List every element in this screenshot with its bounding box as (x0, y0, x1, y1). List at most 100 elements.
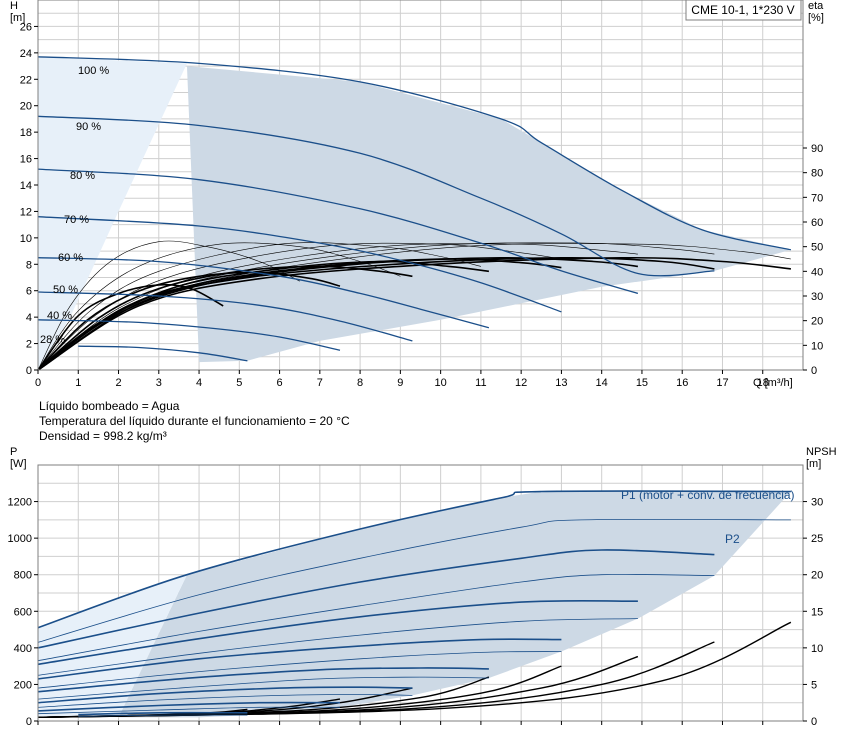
x-axis-label: Q [m³/h] (753, 377, 793, 389)
p1-power-curve-group (37, 490, 791, 716)
x-tick-label: 13 (555, 377, 567, 389)
efficiency-curve (37, 256, 791, 371)
efficiency-curve (37, 242, 562, 371)
operating-band-dark (186, 66, 791, 363)
x-tick-label: 6 (277, 377, 283, 389)
speed-curve-label: 100 % (78, 65, 109, 77)
x-tick-label: 18 (757, 377, 769, 389)
y-tick-label: 200 (14, 679, 32, 691)
y-tick-label: 0 (26, 716, 32, 728)
y-tick-label: 14 (20, 180, 32, 192)
y2-tick-label: 25 (811, 533, 823, 545)
y-axis-label: H (10, 0, 18, 12)
speed-curve (37, 56, 792, 251)
efficiency-curve (37, 258, 562, 371)
p1-power-curve (78, 711, 248, 716)
x-tick-label: 1 (75, 377, 81, 389)
y-tick-label: 2 (26, 339, 32, 351)
y2-tick-label: 70 (811, 192, 823, 204)
p1-power-curve (37, 490, 791, 629)
x-axis (37, 721, 764, 725)
operating-band-dark (118, 491, 791, 718)
y-tick-label: 8 (26, 259, 32, 271)
p1-series-label: P1 (motor + conv. de frecuencia) (621, 488, 795, 502)
speed-curve-label: 28 % (40, 334, 65, 346)
p2-power-curve (37, 573, 715, 662)
y-tick-label: 600 (14, 606, 32, 618)
y-tick-label: 26 (20, 21, 32, 33)
y-axis-label: P (10, 446, 17, 458)
p2-power-curve (37, 651, 562, 689)
fluid-info-line-3: Densidad = 998.2 kg/m³ (39, 429, 167, 443)
speed-curve-label: 50 % (53, 284, 78, 296)
efficiency-curve (37, 243, 791, 371)
x-tick-label: 4 (196, 377, 202, 389)
y-tick-label: 1000 (8, 533, 32, 545)
pump-model-box: CME 10-1, 1*230 V (685, 0, 802, 21)
x-tick-label: 12 (515, 377, 527, 389)
y2-tick-label: 30 (811, 291, 823, 303)
x-tick-label: 15 (636, 377, 648, 389)
y2-tick-label: 20 (811, 570, 823, 582)
axis-labels: H[m] eta[%] Q [m³/h] (10, 0, 824, 389)
x-tick-label: 16 (676, 377, 688, 389)
power-npsh-chart: P1 (motor + conv. de frecuencia)P2020040… (8, 446, 837, 728)
npsh-curve (37, 621, 792, 718)
x-tick-label: 10 (435, 377, 447, 389)
y-tick-label: 16 (20, 154, 32, 166)
p1-power-curve (37, 549, 715, 649)
y-tick-label: 12 (20, 206, 32, 218)
y2-tick-label: 40 (811, 266, 823, 278)
y2-tick-label: 0 (811, 716, 817, 728)
y-tick-label: 22 (20, 74, 32, 86)
p2-series-label: P2 (725, 532, 740, 546)
y2-axis-label: [%] (808, 12, 824, 24)
plot-frame (37, 464, 804, 722)
y2-axis-label: NPSH (806, 446, 837, 458)
x-tick-label: 9 (397, 377, 403, 389)
y-tick-label: 24 (20, 48, 32, 60)
speed-curve-label: 80 % (70, 170, 95, 182)
efficiency-curve (37, 243, 638, 371)
x-tick-label: 0 (35, 377, 41, 389)
y2-tick-label: 0 (811, 365, 817, 377)
fluid-info-line-1: Líquido bombeado = Agua (39, 399, 180, 413)
p1-power-curve (37, 701, 341, 712)
y-tick-label: 6 (26, 286, 32, 298)
y-tick-label: 4 (26, 312, 32, 324)
speed-curve (37, 115, 715, 277)
pump-model-label: CME 10-1, 1*230 V (691, 3, 794, 17)
speed-curve (78, 345, 248, 362)
y-tick-label: 400 (14, 643, 32, 655)
y2-tick-label: 60 (811, 217, 823, 229)
y2-tick-label: 5 (811, 679, 817, 691)
speed-curve-label: 90 % (76, 121, 101, 133)
p2-power-curve (37, 518, 791, 643)
y-axis-label: [m] (10, 12, 25, 24)
x-tick-label: 8 (357, 377, 363, 389)
speed-curve-label: 60 % (58, 252, 83, 264)
operating-band-light (38, 574, 187, 718)
p2-power-curve (37, 618, 638, 676)
x-tick-label: 11 (475, 377, 486, 389)
p1-power-curve (37, 599, 638, 666)
p2-power-curve (37, 676, 489, 700)
p1-power-curve (37, 667, 489, 693)
p2-power-curve (37, 706, 341, 715)
p1-power-curve (37, 686, 413, 704)
y2-tick-label: 90 (811, 143, 823, 155)
p2-power-curve (78, 714, 248, 717)
efficiency-curve (37, 242, 715, 371)
y2-axis-label: eta (808, 0, 824, 12)
efficiency-curve (37, 242, 481, 371)
speed-curve (37, 168, 639, 295)
y-tick-label: 0 (26, 365, 32, 377)
y2-tick-label: 10 (811, 643, 823, 655)
speed-curve (37, 319, 341, 351)
y-axis: 0 200 400 600 800 1000 1200 (8, 497, 38, 728)
y-axis-label: [W] (10, 458, 27, 470)
p1-power-curve (37, 638, 562, 680)
